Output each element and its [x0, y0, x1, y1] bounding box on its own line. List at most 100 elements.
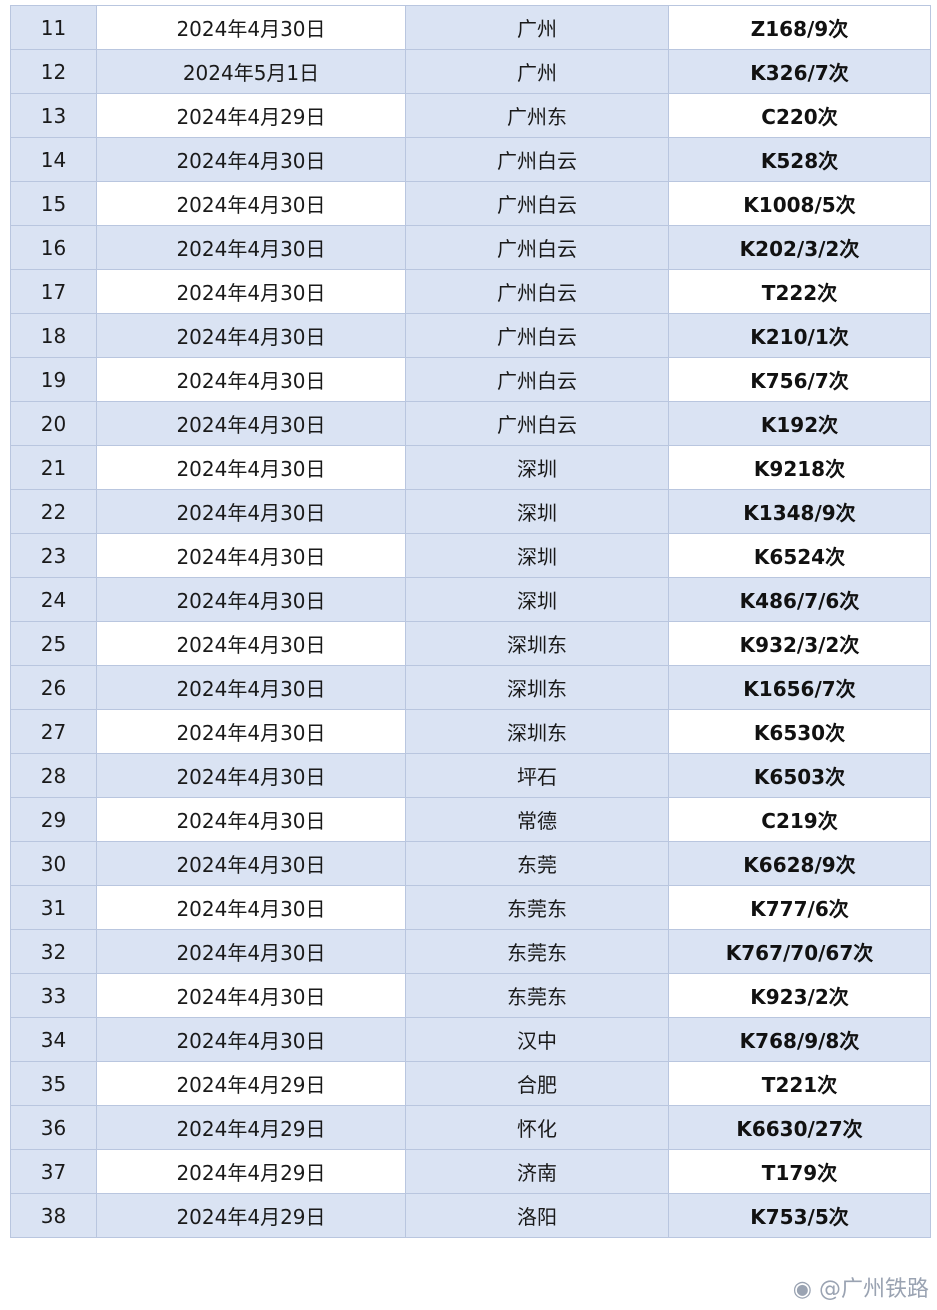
train-number-cell: K1348/9次: [668, 489, 931, 534]
row-number: 36: [10, 1105, 97, 1150]
row-number: 24: [10, 577, 97, 622]
station-cell: 深圳东: [405, 621, 669, 666]
train-number-cell: T222次: [668, 269, 931, 314]
station-cell: 广州白云: [405, 313, 669, 358]
train-number-cell: K767/70/67次: [668, 929, 931, 974]
station-cell: 深圳东: [405, 665, 669, 710]
station-cell: 汉中: [405, 1017, 669, 1062]
row-number: 27: [10, 709, 97, 754]
date-cell: 2024年4月30日: [96, 797, 406, 842]
train-number-cell: K202/3/2次: [668, 225, 931, 270]
table-row: 32 2024年4月30日 东莞东 K767/70/67次: [10, 929, 931, 974]
train-number-cell: K932/3/2次: [668, 621, 931, 666]
date-cell: 2024年4月30日: [96, 401, 406, 446]
table-row: 16 2024年4月30日 广州白云 K202/3/2次: [10, 225, 931, 270]
row-number: 19: [10, 357, 97, 402]
date-cell: 2024年4月30日: [96, 181, 406, 226]
row-number: 21: [10, 445, 97, 490]
train-number-cell: T179次: [668, 1149, 931, 1194]
table-row: 20 2024年4月30日 广州白云 K192次: [10, 401, 931, 446]
date-cell: 2024年4月30日: [96, 753, 406, 798]
table-row: 35 2024年4月29日 合肥 T221次: [10, 1061, 931, 1106]
table-row: 13 2024年4月29日 广州东 C220次: [10, 93, 931, 138]
table-row: 37 2024年4月29日 济南 T179次: [10, 1149, 931, 1194]
train-number-cell: K753/5次: [668, 1193, 931, 1238]
train-number-cell: C220次: [668, 93, 931, 138]
station-cell: 东莞东: [405, 973, 669, 1018]
train-number-cell: K528次: [668, 137, 931, 182]
station-cell: 怀化: [405, 1105, 669, 1150]
table-row: 33 2024年4月30日 东莞东 K923/2次: [10, 973, 931, 1018]
table-row: 23 2024年4月30日 深圳 K6524次: [10, 533, 931, 578]
row-number: 29: [10, 797, 97, 842]
date-cell: 2024年4月30日: [96, 137, 406, 182]
station-cell: 济南: [405, 1149, 669, 1194]
station-cell: 广州: [405, 49, 669, 94]
weibo-icon: ◉: [792, 1277, 819, 1302]
station-cell: 东莞东: [405, 929, 669, 974]
row-number: 15: [10, 181, 97, 226]
date-cell: 2024年4月30日: [96, 709, 406, 754]
row-number: 30: [10, 841, 97, 886]
train-number-cell: C219次: [668, 797, 931, 842]
station-cell: 深圳: [405, 533, 669, 578]
station-cell: 东莞东: [405, 885, 669, 930]
row-number: 33: [10, 973, 97, 1018]
table-row: 18 2024年4月30日 广州白云 K210/1次: [10, 313, 931, 358]
row-number: 18: [10, 313, 97, 358]
date-cell: 2024年4月30日: [96, 5, 406, 50]
train-number-cell: K6503次: [668, 753, 931, 798]
date-cell: 2024年4月30日: [96, 929, 406, 974]
table-row: 36 2024年4月29日 怀化 K6630/27次: [10, 1105, 931, 1150]
table-row: 38 2024年4月29日 洛阳 K753/5次: [10, 1193, 931, 1238]
table-row: 21 2024年4月30日 深圳 K9218次: [10, 445, 931, 490]
row-number: 31: [10, 885, 97, 930]
date-cell: 2024年4月30日: [96, 357, 406, 402]
row-number: 26: [10, 665, 97, 710]
date-cell: 2024年4月29日: [96, 1061, 406, 1106]
row-number: 22: [10, 489, 97, 534]
date-cell: 2024年4月29日: [96, 1193, 406, 1238]
station-cell: 深圳东: [405, 709, 669, 754]
train-number-cell: K192次: [668, 401, 931, 446]
station-cell: 深圳: [405, 445, 669, 490]
table-row: 30 2024年4月30日 东莞 K6628/9次: [10, 841, 931, 886]
table-row: 27 2024年4月30日 深圳东 K6530次: [10, 709, 931, 754]
train-number-cell: K210/1次: [668, 313, 931, 358]
table-row: 17 2024年4月30日 广州白云 T222次: [10, 269, 931, 314]
date-cell: 2024年4月30日: [96, 577, 406, 622]
train-number-cell: K756/7次: [668, 357, 931, 402]
train-number-cell: T221次: [668, 1061, 931, 1106]
station-cell: 广州白云: [405, 137, 669, 182]
table-row: 15 2024年4月30日 广州白云 K1008/5次: [10, 181, 931, 226]
date-cell: 2024年4月30日: [96, 533, 406, 578]
station-cell: 合肥: [405, 1061, 669, 1106]
station-cell: 广州白云: [405, 401, 669, 446]
date-cell: 2024年4月30日: [96, 665, 406, 710]
date-cell: 2024年4月30日: [96, 313, 406, 358]
table-row: 26 2024年4月30日 深圳东 K1656/7次: [10, 665, 931, 710]
row-number: 34: [10, 1017, 97, 1062]
weibo-watermark: ◉ @广州铁路: [792, 1277, 929, 1302]
row-number: 32: [10, 929, 97, 974]
date-cell: 2024年4月29日: [96, 1149, 406, 1194]
train-number-cell: K1656/7次: [668, 665, 931, 710]
station-cell: 洛阳: [405, 1193, 669, 1238]
station-cell: 广州白云: [405, 269, 669, 314]
train-number-cell: K923/2次: [668, 973, 931, 1018]
table-row: 11 2024年4月30日 广州 Z168/9次: [10, 5, 931, 50]
date-cell: 2024年4月30日: [96, 973, 406, 1018]
row-number: 20: [10, 401, 97, 446]
station-cell: 东莞: [405, 841, 669, 886]
date-cell: 2024年4月30日: [96, 621, 406, 666]
train-number-cell: K1008/5次: [668, 181, 931, 226]
train-number-cell: K6530次: [668, 709, 931, 754]
date-cell: 2024年4月30日: [96, 885, 406, 930]
station-cell: 广州白云: [405, 181, 669, 226]
row-number: 17: [10, 269, 97, 314]
date-cell: 2024年4月30日: [96, 1017, 406, 1062]
table-row: 31 2024年4月30日 东莞东 K777/6次: [10, 885, 931, 930]
row-number: 13: [10, 93, 97, 138]
station-cell: 常德: [405, 797, 669, 842]
date-cell: 2024年4月30日: [96, 445, 406, 490]
